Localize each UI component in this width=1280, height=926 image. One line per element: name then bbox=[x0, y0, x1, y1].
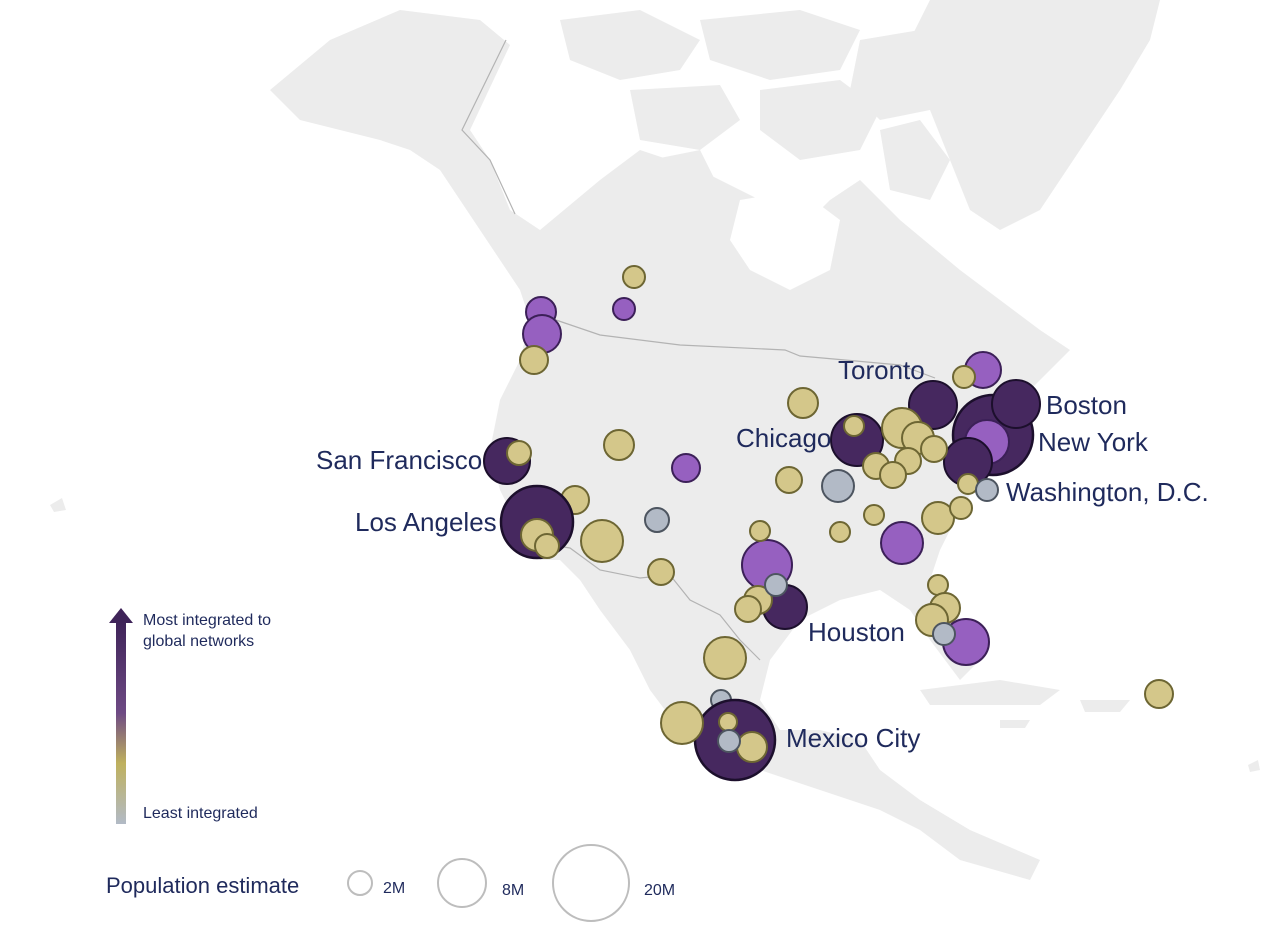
city-bubble bbox=[932, 622, 956, 646]
city-bubble bbox=[736, 731, 768, 763]
size-legend-circle-2m bbox=[347, 870, 373, 896]
size-legend-circle-20m bbox=[552, 844, 630, 922]
city-bubble bbox=[821, 469, 855, 503]
city-label-chicago: Chicago bbox=[736, 423, 831, 453]
city-bubble bbox=[829, 521, 851, 543]
arrow-up-icon bbox=[109, 608, 133, 623]
city-bubble bbox=[863, 504, 885, 526]
city-bubble bbox=[644, 507, 670, 533]
size-legend: Population estimate 2M 8M 20M bbox=[106, 844, 675, 922]
city-bubble bbox=[921, 501, 955, 535]
city-bubble bbox=[879, 461, 907, 489]
city-bubble bbox=[880, 521, 924, 565]
city-label-boston: Boston bbox=[1046, 390, 1127, 420]
city-bubble bbox=[975, 478, 999, 502]
city-bubble bbox=[949, 496, 973, 520]
city-label-toronto: Toronto bbox=[838, 355, 925, 385]
city-bubble bbox=[843, 415, 865, 437]
size-legend-label-2m: 2M bbox=[383, 880, 405, 897]
city-bubble bbox=[991, 379, 1041, 429]
city-bubble bbox=[734, 595, 762, 623]
city-bubble bbox=[519, 345, 549, 375]
legend-most-label-2: global networks bbox=[143, 633, 254, 650]
city-bubble bbox=[603, 429, 635, 461]
city-bubble bbox=[660, 701, 704, 745]
city-bubble bbox=[703, 636, 747, 680]
city-labels: Toronto Boston New York Chicago San Fran… bbox=[316, 355, 1209, 753]
city-label-los-angeles: Los Angeles bbox=[355, 507, 497, 537]
legend-most-label: Most integrated to bbox=[143, 612, 271, 629]
city-label-houston: Houston bbox=[808, 617, 905, 647]
city-label-washington: Washington, D.C. bbox=[1006, 477, 1209, 507]
city-bubble bbox=[506, 440, 532, 466]
city-bubble bbox=[580, 519, 624, 563]
city-bubble bbox=[749, 520, 771, 542]
city-bubble bbox=[671, 453, 701, 483]
city-bubble bbox=[920, 435, 948, 463]
size-legend-label-20m: 20M bbox=[644, 882, 675, 899]
city-bubble bbox=[908, 380, 958, 430]
legend-least-label: Least integrated bbox=[143, 805, 258, 822]
city-label-new-york: New York bbox=[1038, 427, 1149, 457]
city-bubble bbox=[718, 712, 738, 732]
city-bubbles bbox=[483, 265, 1174, 782]
city-bubble bbox=[952, 365, 976, 389]
city-bubble bbox=[622, 265, 646, 289]
city-bubble bbox=[534, 533, 560, 559]
size-legend-label-8m: 8M bbox=[502, 882, 524, 899]
city-bubble bbox=[717, 729, 741, 753]
land-layer bbox=[50, 0, 1260, 880]
city-bubble bbox=[1144, 679, 1174, 709]
city-bubble bbox=[957, 473, 979, 495]
city-label-san-francisco: San Francisco bbox=[316, 445, 482, 475]
color-legend: Most integrated to global networks Least… bbox=[109, 608, 271, 824]
city-bubble bbox=[647, 558, 675, 586]
color-legend-bar bbox=[116, 622, 126, 824]
size-legend-title: Population estimate bbox=[106, 873, 299, 898]
size-legend-circle-8m bbox=[437, 858, 487, 908]
city-bubble bbox=[787, 387, 819, 419]
city-bubble bbox=[775, 466, 803, 494]
city-label-mexico-city: Mexico City bbox=[786, 723, 920, 753]
city-bubble bbox=[764, 573, 788, 597]
city-bubble bbox=[612, 297, 636, 321]
